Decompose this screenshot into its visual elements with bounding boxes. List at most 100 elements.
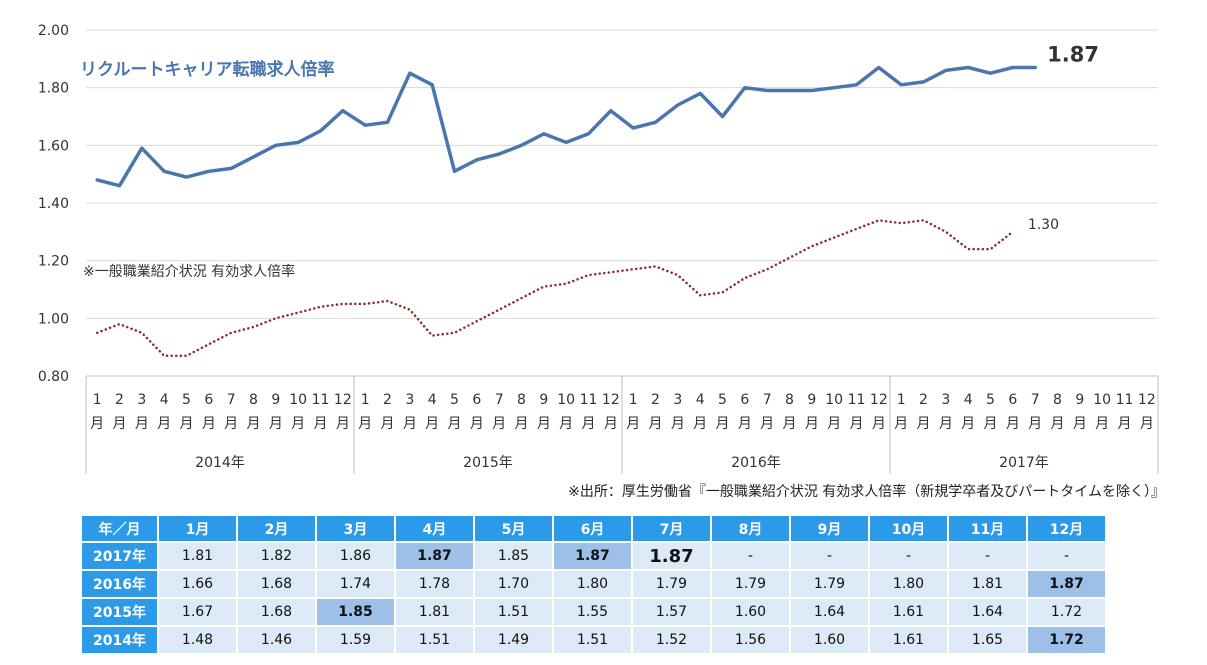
end-label-secondary: 1.30 xyxy=(1028,217,1059,233)
source-note: ※出所：厚生労働省『一般職業紹介状況 有効求人倍率（新規学卒者及びパートタイムを… xyxy=(568,484,1165,500)
series-lines xyxy=(95,65,1037,358)
x-tick-month-suffix: 月 xyxy=(135,416,149,432)
x-tick-month-number: 11 xyxy=(1116,392,1134,408)
x-year-label: 2016年 xyxy=(731,455,781,471)
x-tick-month-suffix: 月 xyxy=(1028,416,1042,432)
table-cell: 1.78 xyxy=(396,571,473,597)
x-tick-month-number: 3 xyxy=(405,392,414,408)
table-cell: 1.49 xyxy=(475,627,552,653)
y-tick-label: 1.00 xyxy=(38,311,69,327)
x-tick-month-suffix: 月 xyxy=(783,416,797,432)
x-tick-month-suffix: 月 xyxy=(180,416,194,432)
x-tick-month-number: 5 xyxy=(986,392,995,408)
x-tick-month-suffix: 月 xyxy=(649,416,663,432)
table-cell: 1.72 xyxy=(1028,627,1105,653)
x-tick-month-suffix: 月 xyxy=(269,416,283,432)
table-row: 2016年 1.66 1.68 1.74 1.78 1.70 1.80 1.79 1.79 1.7… xyxy=(82,571,1105,597)
table-cell: 1.64 xyxy=(791,599,868,625)
table-cell: 1.60 xyxy=(712,599,789,625)
table-cell: 1.51 xyxy=(554,627,631,653)
x-tick-month-number: 7 xyxy=(495,392,504,408)
x-tick-month-number: 5 xyxy=(718,392,727,408)
table-cell: 1.48 xyxy=(159,627,236,653)
table-cell: 1.64 xyxy=(949,599,1026,625)
x-tick-month-number: 4 xyxy=(964,392,973,408)
x-tick-month-suffix: 月 xyxy=(90,416,104,432)
x-tick-month-suffix: 月 xyxy=(917,416,931,432)
x-tick-month-number: 2 xyxy=(919,392,928,408)
x-tick-month-number: 4 xyxy=(428,392,437,408)
x-tick-month-number: 3 xyxy=(941,392,950,408)
y-tick-label: 0.80 xyxy=(38,369,69,385)
table-year-header: 2014年 xyxy=(82,627,157,653)
secondary-series-note: ※一般職業紹介状況 有効求人倍率 xyxy=(83,263,295,280)
table-cell: 1.61 xyxy=(870,599,947,625)
table-month-header: 3月 xyxy=(317,516,394,541)
x-tick-month-suffix: 月 xyxy=(403,416,417,432)
x-tick-month-suffix: 月 xyxy=(939,416,953,432)
table-cell: 1.52 xyxy=(633,627,710,653)
x-tick-month-number: 1 xyxy=(897,392,906,408)
x-tick-month-number: 7 xyxy=(227,392,236,408)
x-tick-month-suffix: 月 xyxy=(515,416,529,432)
table-year-header: 2016年 xyxy=(82,571,157,597)
x-tick-month-suffix: 月 xyxy=(224,416,238,432)
x-tick-month-suffix: 月 xyxy=(1073,416,1087,432)
x-tick-month-number: 11 xyxy=(312,392,330,408)
table-cell: 1.61 xyxy=(870,627,947,653)
x-tick-month-number: 11 xyxy=(580,392,598,408)
table-cell: 1.87 xyxy=(396,543,473,569)
x-tick-month-number: 4 xyxy=(696,392,705,408)
table-cell: 1.79 xyxy=(791,571,868,597)
x-tick-month-suffix: 月 xyxy=(582,416,596,432)
x-tick-month-number: 12 xyxy=(334,392,352,408)
x-tick-month-suffix: 月 xyxy=(492,416,506,432)
main-series-line xyxy=(95,65,1037,188)
table-month-header: 12月 xyxy=(1028,516,1105,541)
y-tick-label: 1.60 xyxy=(38,138,69,154)
x-tick-month-number: 6 xyxy=(472,392,481,408)
x-tick-month-number: 9 xyxy=(271,392,280,408)
data-table: 年／月 1月 2月 3月 4月 5月 6月 7月 8月 9月 10月 11月 12月 2017年 1.8… xyxy=(80,514,1107,655)
table-month-header: 5月 xyxy=(475,516,552,541)
x-tick-month-number: 1 xyxy=(93,392,102,408)
x-tick-month-number: 7 xyxy=(763,392,772,408)
x-tick-month-suffix: 月 xyxy=(827,416,841,432)
x-tick-month-number: 9 xyxy=(1075,392,1084,408)
x-tick-month-suffix: 月 xyxy=(984,416,998,432)
x-axis: 1月2月3月4月5月6月7月8月9月10月11月12月1月2月3月4月5月6月7… xyxy=(85,376,1159,474)
table-month-header: 11月 xyxy=(949,516,1026,541)
table-cell: 1.56 xyxy=(712,627,789,653)
x-tick-month-number: 10 xyxy=(825,392,843,408)
x-tick-month-number: 3 xyxy=(673,392,682,408)
x-tick-month-number: 8 xyxy=(785,392,794,408)
table-cell: 1.85 xyxy=(475,543,552,569)
table-cell: 1.46 xyxy=(238,627,315,653)
table-cell: 1.59 xyxy=(317,627,394,653)
x-tick-month-suffix: 月 xyxy=(336,416,350,432)
table-cell: 1.81 xyxy=(396,599,473,625)
table-cell: 1.70 xyxy=(475,571,552,597)
x-tick-month-number: 6 xyxy=(1008,392,1017,408)
table-cell: 1.79 xyxy=(633,571,710,597)
x-tick-month-suffix: 月 xyxy=(1006,416,1020,432)
x-tick-month-number: 10 xyxy=(557,392,575,408)
grid-lines xyxy=(86,29,1158,377)
table-cell: 1.66 xyxy=(159,571,236,597)
x-tick-month-suffix: 月 xyxy=(448,416,462,432)
x-tick-month-suffix: 月 xyxy=(470,416,484,432)
x-tick-month-suffix: 月 xyxy=(537,416,551,432)
line-chart: 0.801.001.201.401.601.802.00 1月2月3月4月5月6… xyxy=(38,23,1159,474)
end-label-main: 1.87 xyxy=(1047,42,1099,66)
y-tick-label: 2.00 xyxy=(38,23,69,39)
table-month-header: 4月 xyxy=(396,516,473,541)
table-cell: 1.82 xyxy=(238,543,315,569)
x-tick-month-suffix: 月 xyxy=(1095,416,1109,432)
table-cell: 1.57 xyxy=(633,599,710,625)
x-tick-month-suffix: 月 xyxy=(626,416,640,432)
table-cell: 1.87 xyxy=(1028,571,1105,597)
x-year-label: 2017年 xyxy=(999,455,1049,471)
x-tick-month-suffix: 月 xyxy=(314,416,328,432)
table-cell: 1.68 xyxy=(238,571,315,597)
table-year-header: 2015年 xyxy=(82,599,157,625)
